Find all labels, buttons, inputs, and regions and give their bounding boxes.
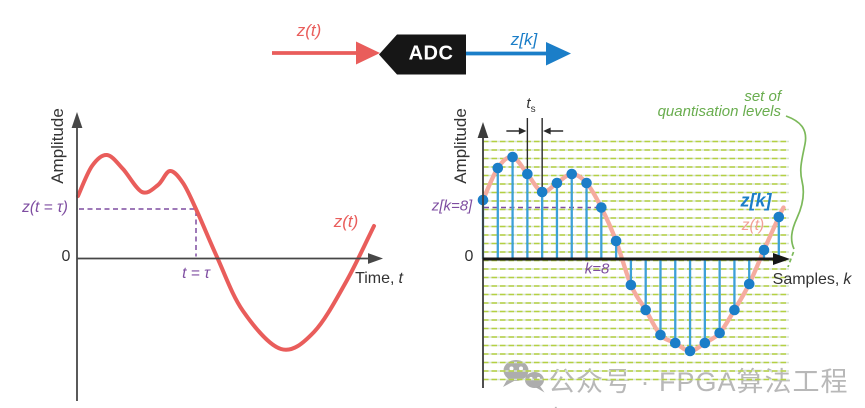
input-arrow-head bbox=[356, 41, 380, 65]
sample-dot bbox=[551, 177, 563, 189]
sample-dot bbox=[655, 329, 666, 341]
flow-output-label: z[k] bbox=[510, 30, 538, 49]
left-y-axis-label: Amplitude bbox=[48, 108, 67, 184]
quantisation-brace-tail bbox=[787, 251, 795, 268]
sample-dot bbox=[596, 202, 607, 213]
wechat-icon bbox=[536, 386, 545, 393]
watermark-text: 公众号 · FPGA算法工程师 bbox=[548, 367, 849, 408]
sequence-label: z[k] bbox=[740, 190, 772, 211]
sample-dot bbox=[669, 337, 681, 349]
sample8-value-label: z[k=8] bbox=[431, 197, 473, 215]
wechat-icon bbox=[519, 366, 523, 371]
sample-dot bbox=[566, 168, 578, 180]
sample-dot bbox=[684, 345, 696, 357]
sample-dot bbox=[699, 337, 711, 349]
right-y-axis-label: Amplitude bbox=[451, 108, 470, 184]
left-x-axis-var: t bbox=[398, 270, 403, 287]
wechat-icon bbox=[509, 366, 514, 371]
left-origin-label: 0 bbox=[61, 248, 71, 265]
quantisation-note-line2: quantisation levels bbox=[657, 103, 781, 120]
output-arrow-head bbox=[546, 42, 571, 66]
right-x-axis-arrow bbox=[773, 253, 790, 265]
right-y-axis-arrow bbox=[477, 122, 489, 138]
left-curve-label: z(t) bbox=[333, 212, 359, 231]
sample-dot bbox=[743, 278, 755, 290]
left-x-axis-arrow bbox=[368, 253, 383, 264]
sample-dot bbox=[640, 304, 651, 316]
sampling-period-label: ts bbox=[526, 95, 535, 115]
flow-input-label: z(t) bbox=[296, 21, 322, 40]
sample-dot bbox=[536, 186, 548, 198]
sample-dot bbox=[522, 168, 533, 180]
sample-dot bbox=[610, 235, 622, 247]
underlying-signal-curve bbox=[480, 154, 786, 354]
left-x-axis-word: Time, bbox=[355, 270, 395, 287]
right-origin-label: 0 bbox=[464, 248, 474, 265]
continuous-signal-curve bbox=[76, 152, 376, 352]
tau-time-label: t = τ bbox=[182, 265, 210, 282]
sample-dot bbox=[507, 151, 518, 163]
sample-dot bbox=[729, 304, 740, 316]
sampling-period-sub: s bbox=[530, 104, 536, 115]
quantisation-brace bbox=[785, 115, 807, 250]
sample-dot bbox=[758, 244, 770, 256]
quantisation-note: set of quantisation levels bbox=[658, 89, 781, 119]
sampling-period-var: t bbox=[526, 95, 531, 112]
sample-dot bbox=[581, 177, 592, 189]
right-x-axis-word: Samples, bbox=[772, 271, 840, 288]
right-x-axis-var: k bbox=[843, 271, 852, 288]
quantisation-note-line1: set of bbox=[744, 88, 781, 105]
ts-arrow-right-head bbox=[543, 127, 551, 135]
tau-value-label: z(t = τ) bbox=[22, 199, 68, 216]
underlying-signal-label: z(t) bbox=[741, 217, 765, 234]
sample-dot bbox=[714, 327, 725, 339]
adc-box bbox=[379, 34, 466, 75]
ts-arrow-left-head bbox=[518, 127, 527, 135]
left-x-axis-label: Time, t bbox=[355, 270, 403, 288]
adc-box-label: ADC bbox=[408, 42, 454, 65]
sample-dot bbox=[773, 211, 785, 223]
sample-dot bbox=[492, 162, 504, 174]
sample8-index-label: k=8 bbox=[584, 260, 610, 278]
sample-dot bbox=[625, 279, 637, 291]
left-y-axis-arrow bbox=[71, 112, 83, 128]
right-x-axis-label: Samples, k bbox=[773, 271, 852, 289]
